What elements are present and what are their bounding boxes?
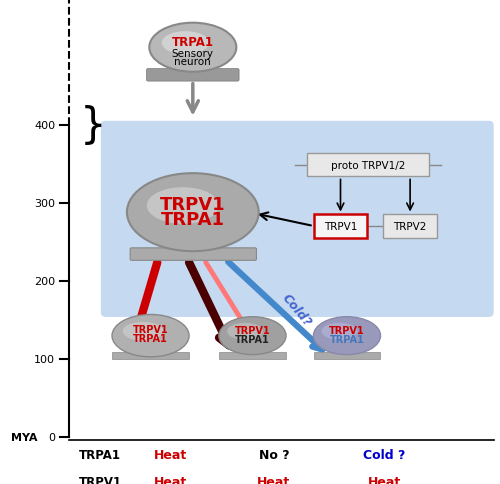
Text: 100: 100: [34, 355, 55, 364]
Text: TRPV2: TRPV2: [394, 222, 427, 231]
Ellipse shape: [122, 322, 164, 341]
Ellipse shape: [227, 323, 263, 340]
Text: No ?: No ?: [258, 448, 289, 461]
Text: TRPV1: TRPV1: [78, 475, 122, 484]
Text: TRPA1: TRPA1: [172, 36, 214, 49]
Text: TRPA1: TRPA1: [161, 211, 225, 228]
Ellipse shape: [314, 317, 380, 355]
Ellipse shape: [219, 317, 286, 355]
Ellipse shape: [150, 24, 236, 73]
Text: }: }: [80, 105, 106, 147]
FancyBboxPatch shape: [101, 121, 493, 318]
Text: Sensory: Sensory: [172, 49, 214, 59]
FancyBboxPatch shape: [130, 248, 256, 261]
Text: 200: 200: [34, 277, 55, 287]
Ellipse shape: [147, 188, 219, 224]
Text: neuron: neuron: [174, 57, 211, 67]
Text: Heat: Heat: [368, 475, 401, 484]
Text: MYA: MYA: [12, 432, 38, 442]
Bar: [112, 352, 190, 360]
Text: Heat: Heat: [257, 475, 290, 484]
Text: TRPV1: TRPV1: [329, 326, 365, 335]
Text: proto TRPV1/2: proto TRPV1/2: [330, 161, 405, 170]
Text: TRPV1: TRPV1: [234, 326, 270, 335]
Text: 300: 300: [34, 199, 55, 209]
Ellipse shape: [162, 32, 209, 55]
Text: 400: 400: [34, 121, 55, 131]
Text: TRPA1: TRPA1: [78, 448, 120, 461]
Text: Cold?: Cold?: [280, 290, 314, 328]
Text: Cold ?: Cold ?: [363, 448, 406, 461]
Bar: [219, 352, 286, 360]
Text: TRPV1: TRPV1: [160, 196, 226, 214]
Text: TRPA1: TRPA1: [330, 334, 364, 345]
Bar: [314, 215, 368, 238]
Text: TRPA1: TRPA1: [133, 333, 168, 344]
Text: 0: 0: [48, 432, 55, 442]
Ellipse shape: [112, 315, 189, 357]
Text: TRPV1: TRPV1: [324, 222, 357, 231]
Bar: [314, 352, 380, 360]
Text: TRPA1: TRPA1: [235, 334, 270, 345]
Ellipse shape: [127, 174, 258, 252]
FancyBboxPatch shape: [146, 70, 239, 82]
Bar: [384, 215, 437, 238]
Ellipse shape: [322, 323, 358, 340]
Text: Heat: Heat: [154, 448, 187, 461]
Text: TRPV1: TRPV1: [132, 325, 168, 335]
Text: Heat: Heat: [154, 475, 187, 484]
Bar: [307, 154, 429, 177]
